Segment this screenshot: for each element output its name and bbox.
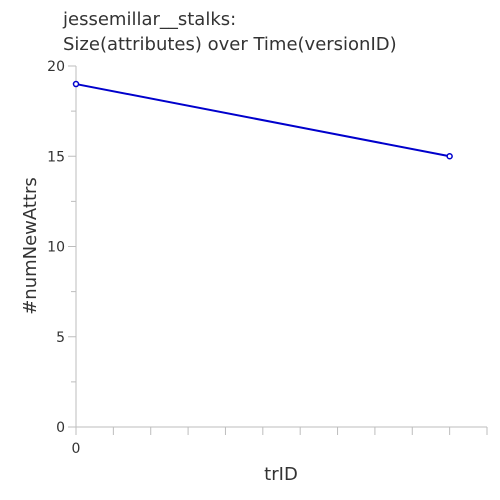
series-line [75, 83, 450, 158]
chart-title-line-2: Size(attributes) over Time(versionID) [63, 34, 397, 55]
y-tick-label: 10 [47, 240, 65, 256]
y-tick-label: 0 [56, 420, 65, 436]
y-ticks: 0 5 10 15 20 [47, 59, 76, 436]
x-ticks [75, 427, 488, 435]
x-tick-label-0: 0 [72, 441, 81, 457]
axes [75, 66, 487, 428]
y-tick-label: 5 [56, 330, 65, 346]
chart-title-line-1: jessemillar__stalks: [62, 9, 236, 30]
y-tick-label: 15 [47, 149, 65, 165]
data-point [72, 80, 80, 88]
data-point [446, 153, 453, 160]
y-axis-label: #numNewAttrs [20, 177, 41, 315]
x-axis-label: trID [264, 464, 298, 485]
y-tick-label: 20 [47, 59, 65, 75]
series-layer [72, 80, 453, 160]
